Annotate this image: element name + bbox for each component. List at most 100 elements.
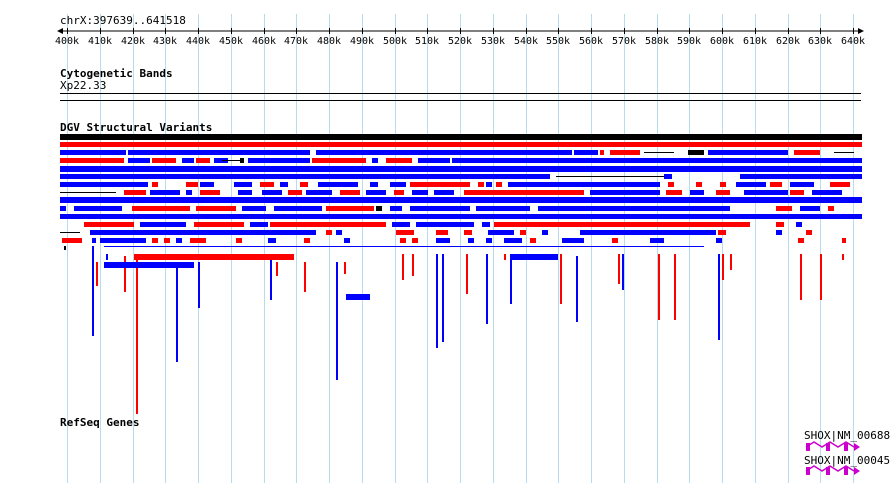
structural-variant[interactable]: [186, 190, 192, 195]
structural-variant[interactable]: [806, 230, 812, 235]
structural-variant[interactable]: [504, 254, 506, 260]
structural-variant[interactable]: [344, 262, 346, 274]
structural-variant[interactable]: [194, 222, 244, 227]
structural-variant[interactable]: [124, 256, 126, 292]
structural-variant[interactable]: [452, 158, 862, 163]
structural-variant[interactable]: [60, 182, 148, 187]
structural-variant[interactable]: [320, 158, 366, 163]
structural-variant[interactable]: [776, 206, 792, 211]
gene-model-nm-006883[interactable]: [804, 441, 864, 453]
structural-variant[interactable]: [316, 150, 572, 155]
structural-variant[interactable]: [412, 254, 414, 276]
structural-variant[interactable]: [200, 182, 214, 187]
structural-variant[interactable]: [262, 190, 282, 195]
structural-variant[interactable]: [436, 254, 438, 348]
structural-variant[interactable]: [590, 190, 660, 195]
structural-variant[interactable]: [128, 158, 150, 163]
structural-variant[interactable]: [740, 174, 862, 179]
structural-variant[interactable]: [182, 158, 194, 163]
structural-variant[interactable]: [716, 190, 730, 195]
structural-variant[interactable]: [708, 150, 788, 155]
structural-variant[interactable]: [304, 262, 306, 292]
structural-variant[interactable]: [696, 182, 702, 187]
structural-variant[interactable]: [346, 294, 370, 300]
structural-variant[interactable]: [820, 254, 822, 300]
structural-variant[interactable]: [312, 158, 320, 163]
structural-variant[interactable]: [392, 222, 410, 227]
structural-variant[interactable]: [488, 230, 514, 235]
structural-variant[interactable]: [436, 238, 450, 243]
structural-variant[interactable]: [372, 158, 378, 163]
structural-variant[interactable]: [60, 142, 862, 147]
structural-variant[interactable]: [222, 160, 240, 161]
structural-variant[interactable]: [394, 190, 404, 195]
structural-variant[interactable]: [496, 182, 502, 187]
structural-variant[interactable]: [828, 206, 834, 211]
structural-variant[interactable]: [722, 254, 724, 280]
refseq-track-title[interactable]: RefSeq Genes: [60, 416, 140, 429]
structural-variant[interactable]: [152, 158, 176, 163]
structural-variant[interactable]: [478, 182, 484, 187]
structural-variant[interactable]: [336, 262, 338, 380]
structural-variant[interactable]: [800, 254, 802, 300]
structural-variant[interactable]: [106, 254, 108, 260]
structural-variant[interactable]: [468, 238, 474, 243]
structural-variant[interactable]: [504, 238, 522, 243]
structural-variant[interactable]: [730, 254, 732, 270]
structural-variant[interactable]: [716, 238, 722, 243]
structural-variant[interactable]: [376, 206, 382, 211]
structural-variant[interactable]: [600, 150, 604, 155]
structural-variant[interactable]: [60, 232, 80, 233]
structural-variant[interactable]: [390, 206, 402, 211]
structural-variant[interactable]: [556, 176, 664, 177]
structural-variant[interactable]: [610, 150, 640, 155]
structural-variant[interactable]: [344, 238, 350, 243]
structural-variant[interactable]: [326, 230, 332, 235]
structural-variant[interactable]: [720, 182, 726, 187]
structural-variant[interactable]: [510, 254, 512, 304]
structural-variant[interactable]: [442, 254, 444, 342]
structural-variant[interactable]: [274, 206, 322, 211]
structural-variant[interactable]: [60, 192, 116, 193]
structural-variant[interactable]: [538, 206, 730, 211]
structural-variant[interactable]: [64, 246, 66, 250]
structural-variant[interactable]: [412, 238, 418, 243]
structural-variant[interactable]: [132, 206, 190, 211]
structural-variant[interactable]: [410, 182, 470, 187]
structural-variant[interactable]: [402, 254, 404, 280]
structural-variant[interactable]: [744, 190, 788, 195]
structural-variant[interactable]: [494, 222, 750, 227]
structural-variant[interactable]: [140, 222, 186, 227]
gene-model-nm-000451[interactable]: [804, 465, 864, 477]
structural-variant[interactable]: [240, 158, 244, 163]
structural-variant[interactable]: [574, 150, 598, 155]
structural-variant[interactable]: [270, 256, 272, 300]
structural-variant[interactable]: [486, 238, 492, 243]
structural-variant[interactable]: [666, 190, 682, 195]
structural-variant[interactable]: [276, 262, 278, 276]
structural-variant[interactable]: [200, 190, 220, 195]
structural-variant[interactable]: [412, 190, 428, 195]
structural-variant[interactable]: [90, 230, 316, 235]
structural-variant[interactable]: [776, 222, 784, 227]
structural-variant[interactable]: [214, 158, 228, 163]
structural-variant[interactable]: [486, 182, 492, 187]
structural-variant[interactable]: [812, 190, 842, 195]
structural-variant[interactable]: [152, 182, 158, 187]
structural-variant[interactable]: [542, 230, 548, 235]
structural-variant[interactable]: [434, 190, 454, 195]
structural-variant[interactable]: [152, 238, 158, 243]
structural-variant[interactable]: [306, 190, 332, 195]
structural-variant[interactable]: [164, 238, 170, 243]
structural-variant[interactable]: [790, 182, 814, 187]
structural-variant[interactable]: [260, 182, 274, 187]
structural-variant[interactable]: [62, 238, 82, 243]
structural-variant[interactable]: [688, 150, 704, 155]
structural-variant[interactable]: [464, 190, 584, 195]
structural-variant[interactable]: [508, 182, 660, 187]
structural-variant[interactable]: [92, 246, 94, 336]
structural-variant[interactable]: [668, 182, 674, 187]
gene-label-nm-000451[interactable]: SHOX|NM_000451: [804, 454, 890, 467]
structural-variant[interactable]: [464, 230, 472, 235]
structural-variant[interactable]: [618, 254, 620, 284]
